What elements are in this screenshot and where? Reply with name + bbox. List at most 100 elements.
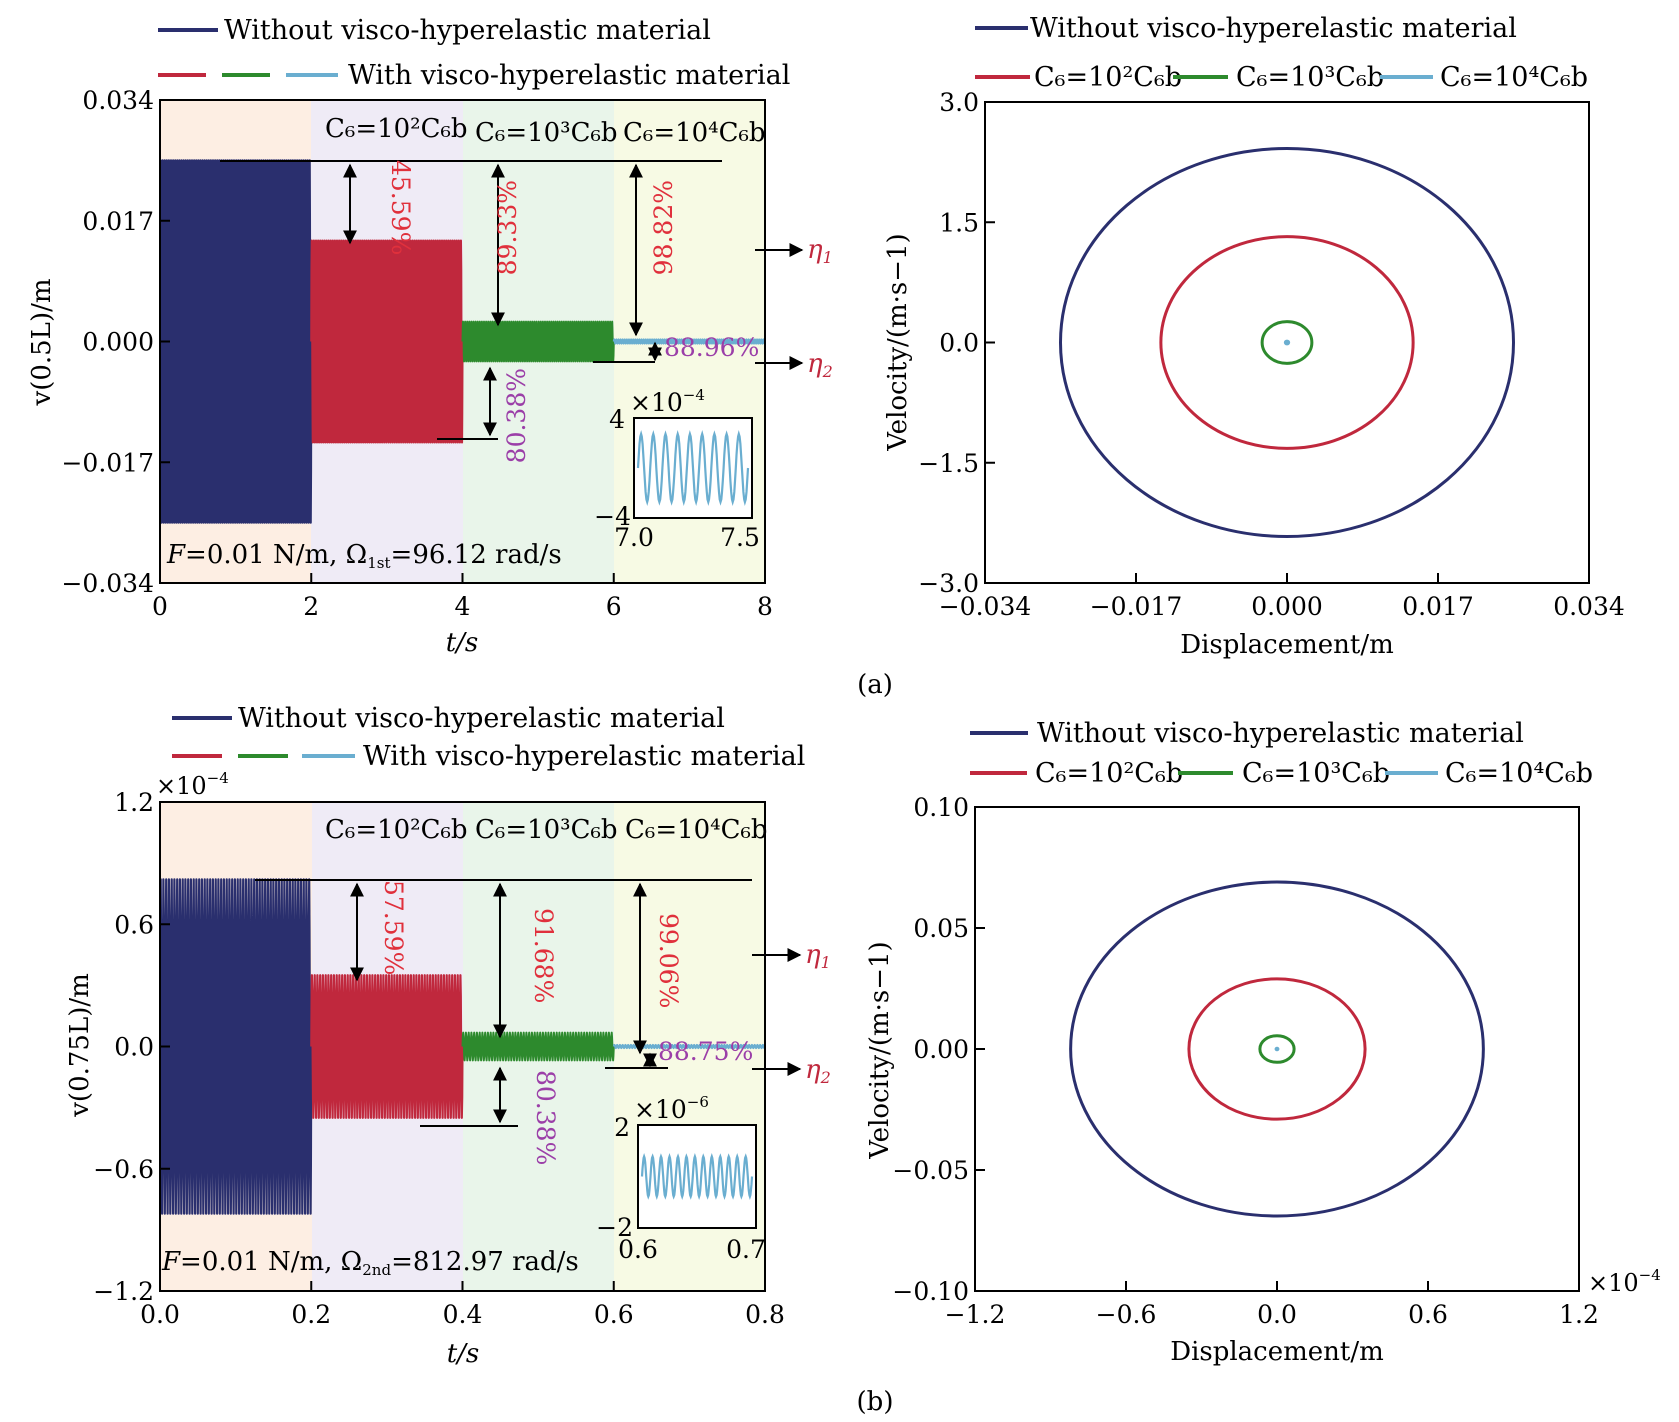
caption-b: (b) xyxy=(857,1387,894,1417)
reduction-label-3: 99.06% xyxy=(654,913,683,1008)
eta1-label: η1 xyxy=(805,940,831,972)
reduction-label-5: 88.96% xyxy=(664,333,759,362)
legend-label-without: Without visco-hyperelastic material xyxy=(1037,718,1524,749)
ylabel-b-right: Velocity/(m·s−1) xyxy=(865,941,895,1159)
wave-segment xyxy=(310,239,464,444)
panel-b-left: Without visco-hyperelastic material With… xyxy=(65,703,831,1369)
xlabel-b-left: t/s xyxy=(447,1339,480,1369)
phase-orbit xyxy=(1258,1034,1296,1064)
x-tick-label: −1.2 xyxy=(945,1300,1006,1329)
y-tick-label: −0.034 xyxy=(61,569,154,598)
forcing-label-a: F=0.01 N/m, Ω1st=96.12 rad/s xyxy=(166,540,562,572)
axes-ticks-b-right: −1.2 −0.6 0.0 0.6 1.2 0.10 0.05 0.00 −0.05 −0.10 xyxy=(892,793,1599,1329)
wave-segment xyxy=(461,1031,615,1062)
phase-orbit xyxy=(1159,235,1415,450)
xlabel-a-right: Displacement/m xyxy=(1180,630,1394,660)
x-tick-label: 0.6 xyxy=(594,1300,634,1329)
legend-label-without: Without visco-hyperelastic material xyxy=(238,703,725,734)
x-tick-label: 0.034 xyxy=(1553,592,1625,621)
y-tick-label: −0.05 xyxy=(892,1156,969,1185)
panel-a-left: Without visco-hyperelastic material With… xyxy=(27,15,833,658)
reduction-label-1: 45.59% xyxy=(386,160,415,255)
zone-label-1: C₆=10²C₆b xyxy=(325,815,468,845)
phase-portrait-b xyxy=(1069,880,1485,1218)
inset-a: ×10−4 4 −4 7.0 7.5 xyxy=(594,386,760,552)
legend-label-red: C₆=10²C₆b xyxy=(1035,758,1183,789)
legend-label-with: With visco-hyperelastic material xyxy=(363,741,805,772)
ylabel-a-left: v(0.5L)/m xyxy=(27,278,57,406)
y-tick-label: 0.6 xyxy=(114,910,154,939)
xscale-b-right: ×10−4 xyxy=(1588,1266,1661,1297)
legend-a-left: Without visco-hyperelastic material With… xyxy=(158,15,790,91)
forcing-label-b: F=0.01 N/m, Ω2nd=812.97 rad/s xyxy=(161,1247,579,1279)
phase-orbit xyxy=(1274,1046,1280,1052)
y-tick-label: −0.017 xyxy=(61,448,154,477)
zone-label-1: C₆=10²C₆b xyxy=(325,114,468,144)
legend-b-left: Without visco-hyperelastic material With… xyxy=(172,703,805,772)
x-tick-label: 8 xyxy=(757,592,773,621)
inset-wave-b xyxy=(640,1153,754,1200)
legend-label-green: C₆=10³C₆b xyxy=(1242,758,1390,789)
y-tick-label: −1.2 xyxy=(93,1277,154,1306)
yscale-b-left: ×10−4 xyxy=(156,769,229,800)
inset-xtick-right-b: 0.7 xyxy=(726,1235,766,1264)
x-tick-label: 4 xyxy=(455,592,471,621)
y-tick-label: 0.017 xyxy=(82,207,154,236)
reduction-label-3: 98.82% xyxy=(649,180,678,275)
phase-orbit xyxy=(1283,339,1291,346)
inset-xtick-right-a: 7.5 xyxy=(720,523,760,552)
y-tick-label: 1.5 xyxy=(939,208,979,237)
panel-a-right: Without visco-hyperelastic material C₆=1… xyxy=(857,13,1625,700)
eta2-label: η2 xyxy=(807,349,833,381)
wave-segment xyxy=(160,878,313,1215)
phase-orbit xyxy=(1187,977,1367,1121)
y-tick-label: −1.5 xyxy=(918,449,979,478)
zone-label-2: C₆=10³C₆b xyxy=(475,118,618,148)
reduction-label-4: 80.38% xyxy=(531,1070,560,1165)
xlabel-b-right: Displacement/m xyxy=(1170,1337,1384,1367)
x-tick-label: 0.0 xyxy=(140,1300,180,1329)
eta2-label: η2 xyxy=(805,1055,831,1087)
y-tick-label: −3.0 xyxy=(918,569,979,598)
y-tick-label: 0.05 xyxy=(913,914,969,943)
legend-label-blue: C₆=10⁴C₆b xyxy=(1445,758,1593,789)
phase-portrait-a xyxy=(1059,146,1515,539)
phase-orbit xyxy=(1260,320,1314,365)
legend-label-red: C₆=10²C₆b xyxy=(1034,62,1182,93)
x-tick-label: 0.8 xyxy=(745,1300,785,1329)
ylabel-b-left: v(0.75L)/m xyxy=(65,973,95,1118)
reduction-annotations-b xyxy=(255,879,802,1127)
inset-ytick-bottom-a: −4 xyxy=(594,502,631,531)
x-tick-label: 1.2 xyxy=(1559,1300,1599,1329)
y-tick-label: 0.10 xyxy=(913,793,969,822)
x-tick-label: 0.017 xyxy=(1402,592,1474,621)
x-tick-label: −0.034 xyxy=(939,592,1032,621)
zone-label-3: C₆=10⁴C₆b xyxy=(623,118,766,148)
legend-label-green: C₆=10³C₆b xyxy=(1236,62,1384,93)
legend-label-with: With visco-hyperelastic material xyxy=(348,60,790,91)
panel-b-right: Without visco-hyperelastic material C₆=1… xyxy=(857,718,1661,1417)
reduction-annotations-a xyxy=(220,160,804,440)
inset-scale-a: ×10−4 xyxy=(630,386,705,417)
inset-b: ×10−6 2 −2 0.6 0.7 xyxy=(596,1093,766,1264)
axes-ticks-a-right: −0.034 −0.017 0.000 0.017 0.034 3.0 1.5 0.0 −1.5… xyxy=(918,88,1625,621)
wave-segment xyxy=(310,974,464,1119)
xlabel-a-left: t/s xyxy=(446,628,479,658)
ylabel-a-right: Velocity/(m·s−1) xyxy=(883,233,913,451)
axes-ticks-a-left: 0 2 4 6 8 0.034 0.017 0.000 −0.017 −0.034 xyxy=(61,86,772,621)
legend-label-without: Without visco-hyperelastic material xyxy=(224,15,711,46)
phase-orbit xyxy=(1069,880,1485,1218)
caption-a: (a) xyxy=(857,670,893,700)
legend-b-right: Without visco-hyperelastic material C₆=1… xyxy=(970,718,1593,789)
reduction-label-1: 57.59% xyxy=(379,880,408,975)
legend-label-blue: C₆=10⁴C₆b xyxy=(1440,62,1588,93)
x-tick-label: 0.2 xyxy=(291,1300,331,1329)
y-tick-label: 3.0 xyxy=(939,88,979,117)
x-tick-label: 0.0 xyxy=(1257,1300,1297,1329)
time-series-a xyxy=(160,159,765,524)
y-tick-label: −0.10 xyxy=(892,1277,969,1306)
inset-ytick-top-a: 4 xyxy=(609,405,625,434)
wave-segment xyxy=(160,159,313,524)
x-tick-label: 0.6 xyxy=(1408,1300,1448,1329)
